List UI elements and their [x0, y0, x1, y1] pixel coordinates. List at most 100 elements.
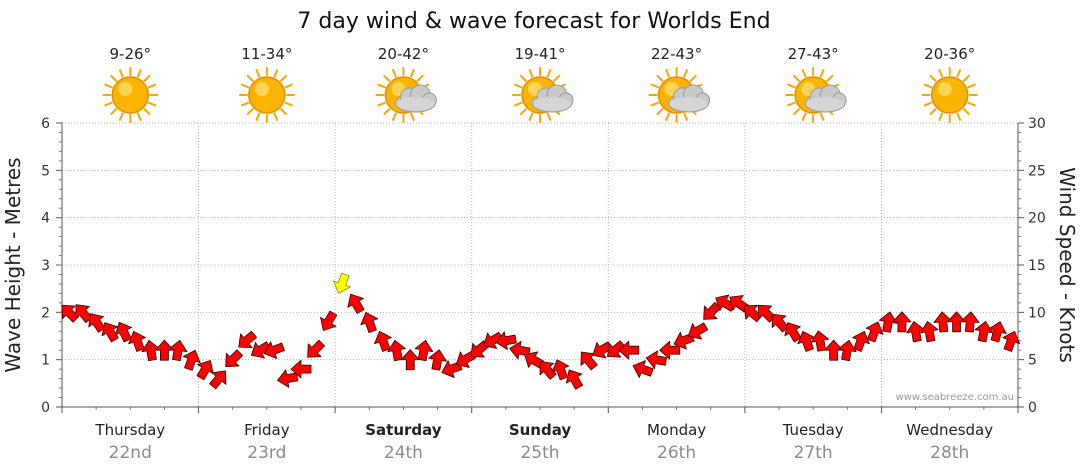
sun-ray [788, 103, 794, 106]
y-right-tick-label: 20 [1028, 211, 1046, 227]
day-date-label: 23rd [247, 443, 286, 463]
sun-ray [105, 85, 111, 88]
day-date-label: 24th [384, 443, 423, 463]
sun-ray [794, 109, 799, 114]
day-name-label: Friday [244, 421, 290, 439]
sun-ray [281, 109, 286, 114]
y-left-tick-label: 1 [41, 353, 50, 369]
sun-ray [275, 70, 278, 76]
temperature-label: 19-41° [514, 45, 565, 63]
sun-ray [657, 76, 662, 81]
sun-ray [925, 85, 931, 88]
day-date-label: 25th [520, 443, 559, 463]
sun-ray [418, 76, 423, 81]
sun-ray [530, 113, 533, 119]
sun-ray [957, 113, 960, 119]
sun-ray [378, 85, 384, 88]
day-date-label: 28th [930, 443, 969, 463]
sun-ray [803, 113, 806, 119]
temperature-label: 27-43° [788, 45, 839, 63]
temperature-label: 9-26° [110, 45, 152, 63]
day-name-label: Saturday [365, 421, 442, 439]
sun-ray [411, 70, 414, 76]
sun-ray [548, 70, 551, 76]
y-left-tick-label: 2 [41, 305, 50, 321]
y-left-tick-label: 6 [41, 116, 50, 132]
sun-ray [939, 113, 942, 119]
sun-ray [788, 85, 794, 88]
sun-ray [521, 109, 526, 114]
sun-ray [393, 70, 396, 76]
sun-disc [249, 77, 285, 113]
sun-ray [968, 103, 974, 106]
sun-ray [521, 76, 526, 81]
sun-ray [964, 76, 969, 81]
sun-ray [285, 85, 291, 88]
sun-ray [968, 85, 974, 88]
sun-ray [925, 103, 931, 106]
sun-cloud-icon [650, 68, 710, 122]
sun-ray [554, 76, 559, 81]
cloud-fill [533, 97, 571, 111]
y-left-tick-label: 5 [41, 163, 50, 179]
day-name-label: Thursday [94, 421, 165, 439]
temperature-label: 20-42° [378, 45, 429, 63]
sun-ray [803, 70, 806, 76]
sun-ray [384, 109, 389, 114]
sun-ray [257, 70, 260, 76]
temperature-label: 20-36° [924, 45, 975, 63]
sun-icon [103, 68, 157, 122]
sun-ray [964, 109, 969, 114]
sun-cloud-icon [376, 68, 436, 122]
sun-ray [931, 76, 936, 81]
cloud-fill [806, 97, 844, 111]
sun-ray [138, 70, 141, 76]
sun-highlight [118, 82, 132, 96]
sun-ray [684, 113, 687, 119]
y-right-tick-label: 30 [1028, 116, 1046, 132]
sun-ray [657, 109, 662, 114]
sun-ray [111, 109, 116, 114]
sun-ray [111, 76, 116, 81]
sun-ray [242, 103, 248, 106]
y-right-tick-label: 5 [1028, 353, 1037, 369]
sun-ray [257, 113, 260, 119]
sun-icon [240, 68, 294, 122]
y-left-tick-label: 3 [41, 258, 50, 274]
sun-ray [652, 103, 658, 106]
cloud-fill [670, 97, 708, 111]
sun-ray [248, 76, 253, 81]
sun-highlight [938, 82, 952, 96]
sun-ray [144, 109, 149, 114]
y-right-tick-label: 25 [1028, 163, 1046, 179]
sun-ray [242, 85, 248, 88]
sun-ray [378, 103, 384, 106]
day-name-label: Sunday [509, 421, 572, 439]
sun-ray [149, 85, 155, 88]
sun-ray [666, 70, 669, 76]
sun-ray [957, 70, 960, 76]
sun-ray [515, 103, 521, 106]
sun-ray [120, 113, 123, 119]
sun-ray [821, 113, 824, 119]
temperature-label: 11-34° [241, 45, 292, 63]
y-left-tick-label: 0 [41, 400, 50, 416]
sun-ray [666, 113, 669, 119]
sun-ray [281, 76, 286, 81]
day-date-label: 26th [657, 443, 696, 463]
sun-cloud-icon [513, 68, 573, 122]
sun-ray [530, 70, 533, 76]
cloud-fill [396, 97, 434, 111]
day-name-label: Monday [647, 421, 706, 439]
sun-ray [393, 113, 396, 119]
chart-title: 7 day wind & wave forecast for Worlds En… [297, 9, 770, 34]
sun-ray [275, 113, 278, 119]
sun-ray [794, 76, 799, 81]
sun-ray [515, 85, 521, 88]
daily-weather-header: 9-26° 11-34° 20-42° 19-41° 22-43° 27-43° 20-36… [103, 45, 976, 122]
wind-wave-chart: 7 day wind & wave forecast for Worlds En… [0, 0, 1080, 475]
day-date-label: 22nd [109, 443, 152, 463]
sun-ray [821, 70, 824, 76]
sun-highlight [255, 82, 269, 96]
temperature-label: 22-43° [651, 45, 702, 63]
